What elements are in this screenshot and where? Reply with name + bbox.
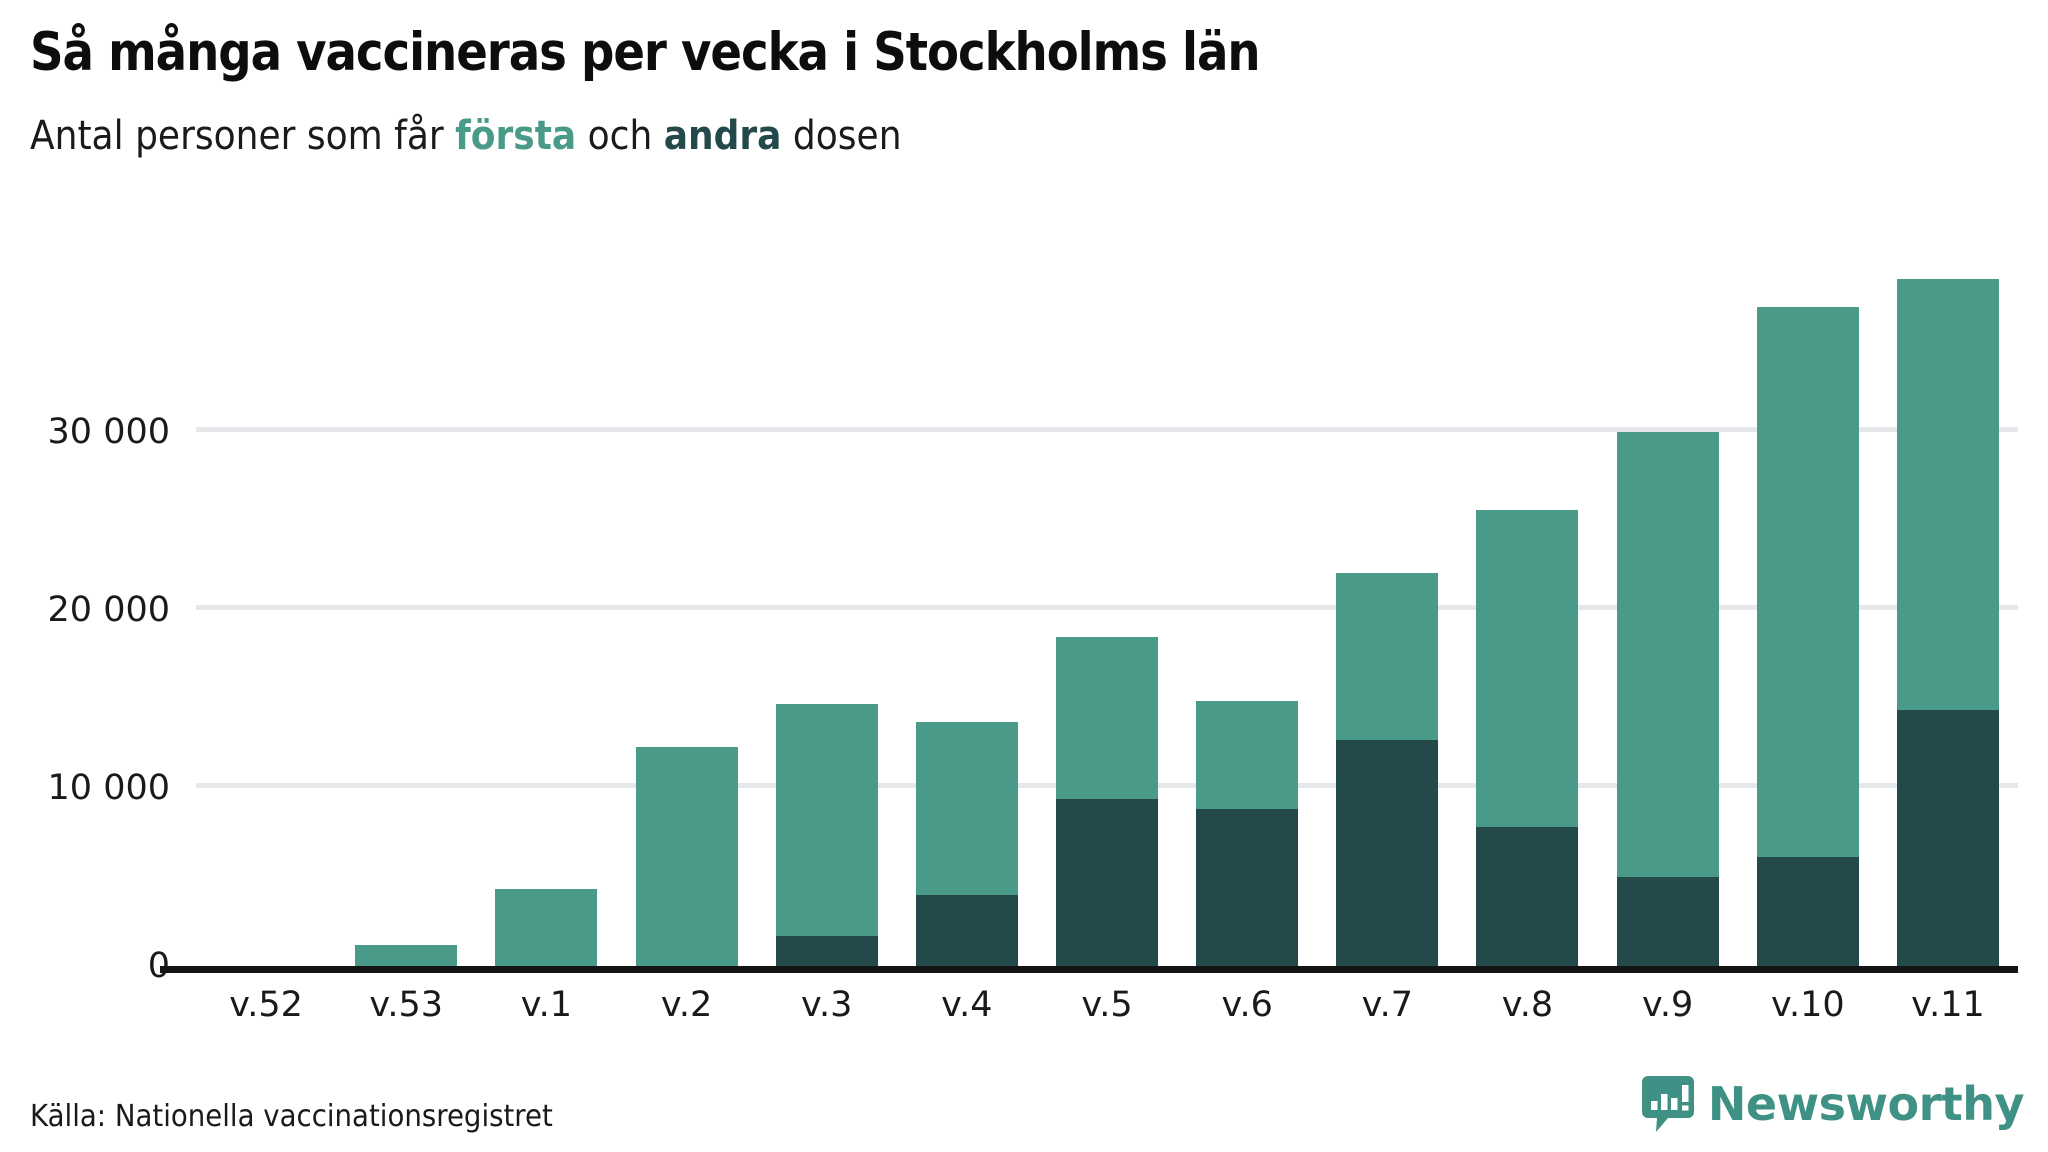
bar-chart-speech-bubble-icon bbox=[1641, 1076, 1694, 1132]
plot-area bbox=[160, 270, 2018, 973]
y-axis-tick-label: 20 000 bbox=[47, 589, 170, 630]
y-axis-tick-label: 30 000 bbox=[47, 411, 170, 452]
subtitle-lead: Antal personer som får bbox=[30, 113, 456, 159]
bar-stack[interactable] bbox=[1616, 432, 1719, 966]
bar-segment-first-dose bbox=[635, 747, 738, 966]
bar-segment-first-dose bbox=[1196, 700, 1299, 810]
bar-slot bbox=[1878, 270, 2018, 966]
source-note: Källa: Nationella vaccinationsregistret bbox=[30, 1099, 553, 1134]
x-axis-tick-label: v.6 bbox=[1221, 985, 1273, 1025]
x-axis-tick-label: v.53 bbox=[369, 985, 444, 1025]
bar-segment-second-dose bbox=[1616, 877, 1719, 966]
x-axis-tick-label: v.10 bbox=[1770, 985, 1845, 1025]
bar-segment-second-dose bbox=[775, 935, 878, 966]
x-axis-tick-label: v.52 bbox=[229, 985, 303, 1025]
bar-stack[interactable] bbox=[1476, 510, 1579, 966]
y-axis-tick-label: 0 bbox=[147, 946, 170, 986]
bar-segment-first-dose bbox=[355, 944, 458, 966]
x-axis-tick-label: v.1 bbox=[520, 985, 573, 1025]
bar-slot bbox=[1738, 270, 1878, 966]
bar-slot bbox=[336, 270, 476, 966]
chart-footer: Källa: Nationella vaccinationsregistret … bbox=[30, 1076, 2025, 1134]
bar-segment-second-dose bbox=[1336, 739, 1439, 966]
chart-header: Så många vaccineras per vecka i Stockhol… bbox=[30, 0, 2028, 159]
bar-slot bbox=[1177, 270, 1317, 966]
x-axis-tick-label: v.8 bbox=[1501, 985, 1554, 1025]
bar-stack[interactable] bbox=[1056, 636, 1159, 966]
logo-wordmark: Newsworthy bbox=[1707, 1077, 2025, 1131]
bar-segment-second-dose bbox=[1756, 857, 1859, 966]
bar-slot bbox=[1317, 270, 1457, 966]
bar-segment-first-dose bbox=[1756, 307, 1859, 858]
bar-stack[interactable] bbox=[635, 747, 738, 966]
bar-segment-first-dose bbox=[915, 722, 1018, 895]
bar-segment-first-dose bbox=[775, 704, 878, 936]
bar-stack[interactable] bbox=[1896, 278, 1999, 966]
bar-slot bbox=[1037, 270, 1177, 966]
bar-stack[interactable] bbox=[1336, 572, 1439, 966]
bar-stack[interactable] bbox=[1756, 307, 1859, 966]
x-axis-tick-label: v.2 bbox=[660, 985, 713, 1025]
bar-slot bbox=[1598, 270, 1738, 966]
newsworthy-logo[interactable]: Newsworthy bbox=[1641, 1076, 2025, 1134]
x-axis-tick-label: v.7 bbox=[1361, 985, 1414, 1025]
bar-slot bbox=[757, 270, 897, 966]
y-axis-tick-label: 10 000 bbox=[47, 767, 170, 808]
x-axis-tick-label: v.11 bbox=[1911, 985, 1985, 1025]
x-axis-tick-label: v.9 bbox=[1641, 985, 1694, 1025]
bar-slot bbox=[476, 270, 616, 966]
chart-title: Så många vaccineras per vecka i Stockhol… bbox=[30, 22, 1261, 83]
bar-stack[interactable] bbox=[355, 944, 458, 966]
bar-segment-first-dose bbox=[495, 889, 598, 966]
bar-segment-second-dose bbox=[1056, 798, 1159, 966]
bar-slot bbox=[1457, 270, 1597, 966]
x-axis-tick-label: v.3 bbox=[801, 985, 853, 1025]
bar-stack[interactable] bbox=[1196, 700, 1299, 966]
bar-segment-second-dose bbox=[1476, 827, 1579, 966]
bar-stack[interactable] bbox=[495, 889, 598, 966]
bar-segment-second-dose bbox=[1196, 809, 1299, 966]
subtitle-highlight-first-dose: första bbox=[455, 113, 577, 159]
bar-stack[interactable] bbox=[915, 722, 1018, 966]
subtitle-tail: dosen bbox=[781, 113, 902, 159]
bar-slot bbox=[196, 270, 336, 966]
chart-subtitle: Antal personer som får första och andra … bbox=[30, 83, 1828, 159]
bar-slot bbox=[616, 270, 756, 966]
subtitle-middle: och bbox=[576, 113, 664, 159]
bar-segment-second-dose bbox=[1896, 709, 1999, 966]
x-axis-ticks: v.52 v.53 v.1 v.2 v.3 v.4 v.5 v.6 v.7 v.8 v.9 v.10 v… bbox=[196, 985, 2018, 1025]
bar-segment-first-dose bbox=[1616, 432, 1719, 877]
bar-stack[interactable] bbox=[775, 704, 878, 966]
bar-segment-first-dose bbox=[1336, 572, 1439, 740]
x-axis-line bbox=[160, 966, 2018, 973]
bar-segment-second-dose bbox=[915, 894, 1018, 966]
y-axis-ticks: 0 10 000 20 000 30 000 bbox=[0, 270, 170, 986]
x-axis-tick-label: v.5 bbox=[1081, 985, 1133, 1025]
bar-slot bbox=[897, 270, 1037, 966]
bar-series-container bbox=[196, 270, 2018, 966]
bar-segment-first-dose bbox=[1056, 636, 1159, 799]
bar-segment-first-dose bbox=[1896, 278, 1999, 710]
bar-segment-first-dose bbox=[1476, 510, 1579, 828]
subtitle-highlight-second-dose: andra bbox=[663, 113, 782, 159]
x-axis-tick-label: v.4 bbox=[941, 985, 993, 1025]
